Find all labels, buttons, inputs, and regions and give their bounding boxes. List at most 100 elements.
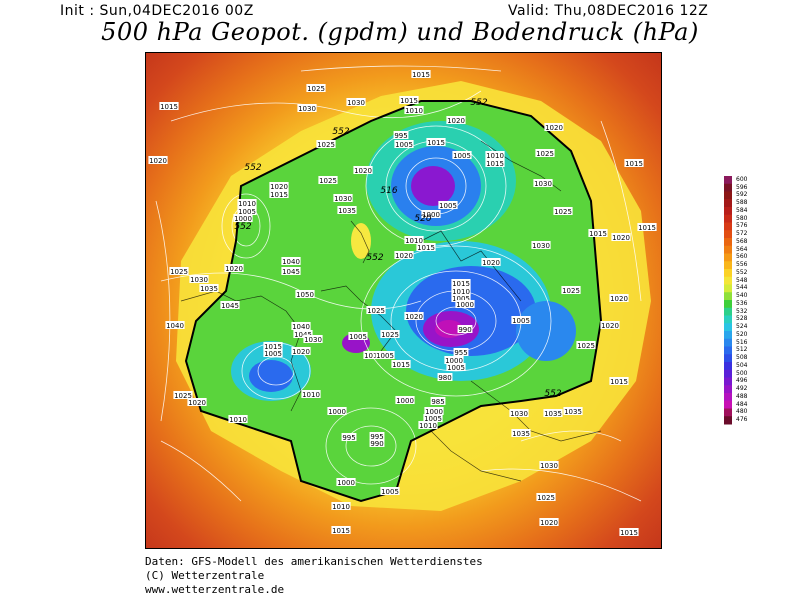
pressure-label-bg	[394, 251, 414, 259]
pressure-label-bg	[291, 322, 311, 330]
pressure-label: 1050	[296, 291, 314, 299]
pressure-label: 1015	[412, 71, 430, 79]
color-scale-label: 540	[736, 292, 748, 300]
pressure-label-bg	[452, 151, 472, 159]
pressure-label: 1005	[238, 208, 256, 216]
pressure-label: 1020	[292, 348, 310, 356]
pressure-label: 1020	[225, 265, 243, 273]
pressure-label: 1030	[534, 180, 552, 188]
color-scale-label: 560	[736, 253, 748, 261]
pressure-label: 1005	[376, 352, 394, 360]
pressure-label: 1040	[166, 322, 184, 330]
height-label: 552	[234, 222, 251, 232]
pressure-label-bg	[165, 321, 185, 329]
pressure-label-bg	[327, 407, 347, 415]
pressure-label-bg	[380, 487, 400, 495]
pressure-label: 1010	[486, 152, 504, 160]
pressure-label-bg	[237, 207, 257, 215]
color-scale-swatch	[724, 230, 732, 239]
color-scale-swatch	[724, 176, 732, 185]
pressure-label: 1020	[545, 124, 563, 132]
blue-low-east	[516, 301, 576, 361]
color-scale-label: 484	[736, 400, 748, 408]
pressure-label-bg	[619, 528, 639, 536]
map-title: 500 hPa Geopot. (gpdm) und Bodendruck (h…	[101, 18, 699, 46]
color-scale-swatch	[724, 238, 732, 247]
pressure-label: 1035	[544, 410, 562, 418]
color-scale-swatch	[724, 346, 732, 355]
color-scale-label: 496	[736, 377, 748, 385]
pressure-label-bg	[331, 526, 351, 534]
color-scale-label: 524	[736, 323, 748, 331]
height-label: 516	[380, 186, 397, 196]
pressure-label-bg	[451, 287, 471, 295]
color-scale-swatch	[724, 400, 732, 409]
pressure-label: 980	[438, 374, 451, 382]
pressure-label-bg	[366, 306, 386, 314]
pressure-label: 1020	[447, 117, 465, 125]
pressure-label: 1005	[349, 333, 367, 341]
pressure-label-bg	[588, 229, 608, 237]
pressure-label-bg	[404, 106, 424, 114]
pressure-label-bg	[199, 284, 219, 292]
color-scale-label: 488	[736, 392, 748, 400]
pressure-label: 1005	[264, 350, 282, 358]
pressure-label: 1015	[417, 244, 435, 252]
pressure-label: 1015	[610, 378, 628, 386]
pressure-label: 995	[394, 132, 407, 140]
pressure-label-bg	[535, 149, 555, 157]
pressure-label: 1025	[174, 392, 192, 400]
pressure-label: 1020	[540, 519, 558, 527]
pressure-label-bg	[600, 321, 620, 329]
color-scale-label: 548	[736, 276, 748, 284]
pressure-label: 1000	[422, 211, 440, 219]
pressure-label-bg	[148, 156, 168, 164]
color-scale-swatch	[724, 253, 732, 262]
pressure-label-bg	[263, 342, 283, 350]
pressure-label-bg	[228, 415, 248, 423]
pressure-label-bg	[301, 390, 321, 398]
height-label: 520	[414, 214, 431, 224]
pressure-label-bg	[543, 409, 563, 417]
color-scale-swatch	[724, 222, 732, 231]
pressure-label-bg	[544, 123, 564, 131]
ridge-cutoff	[351, 223, 371, 259]
pressure-label-bg	[485, 151, 505, 159]
pressure-label-bg	[426, 138, 446, 146]
pressure-label-bg	[293, 330, 313, 338]
pressure-label-bg	[576, 341, 596, 349]
pressure-label: 1000	[456, 301, 474, 309]
blue-low-west	[249, 360, 293, 392]
color-scale-swatch	[724, 393, 732, 402]
website-link[interactable]: www.wetterzentrale.de	[145, 583, 285, 596]
pressure-label: 1025	[367, 307, 385, 315]
pressure-label-bg	[563, 407, 583, 415]
pressure-label-bg	[318, 176, 338, 184]
color-scale-label: 556	[736, 261, 748, 269]
pressure-label: 1010	[332, 503, 350, 511]
pressure-label-bg	[531, 241, 551, 249]
color-scale-label: 564	[736, 245, 748, 253]
pressure-label-bg	[455, 300, 475, 308]
pressure-label-bg	[481, 258, 501, 266]
pressure-label: 1015	[400, 97, 418, 105]
color-scale-label: 516	[736, 338, 748, 346]
color-scale-label: 492	[736, 385, 748, 393]
color-scale-label: 568	[736, 237, 748, 245]
color-scale-label: 572	[736, 230, 748, 238]
pressure-label-bg	[297, 104, 317, 112]
color-scale-swatch	[724, 199, 732, 208]
pressure-label: 1020	[601, 322, 619, 330]
pressure-label-bg	[391, 360, 411, 368]
pressure-label-bg	[269, 182, 289, 190]
pressure-label-bg	[369, 439, 385, 447]
height-label: 552	[244, 163, 261, 173]
pressure-label-bg	[404, 236, 424, 244]
pressure-label: 1025	[554, 208, 572, 216]
pressure-label: 1030	[540, 462, 558, 470]
color-scale-swatch	[724, 416, 732, 425]
pressure-label-bg	[611, 233, 631, 241]
pressure-label: 1020	[354, 167, 372, 175]
pressure-label: 1000	[337, 479, 355, 487]
pressure-label-bg	[451, 279, 471, 287]
